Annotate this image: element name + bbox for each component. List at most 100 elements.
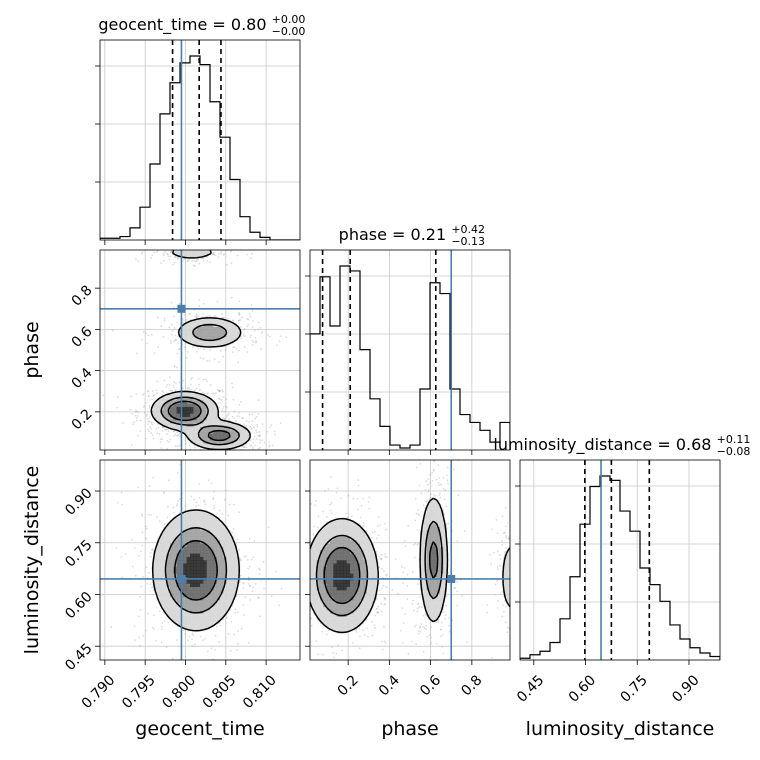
scatter-point (422, 650, 425, 653)
density-cell (183, 406, 187, 411)
scatter-point (184, 505, 187, 508)
scatter-point (176, 471, 179, 474)
density-cell (206, 533, 211, 537)
density-cell (223, 426, 227, 431)
density-cell (233, 430, 237, 434)
scatter-point (236, 452, 238, 454)
density-cell (173, 583, 177, 587)
scatter-point (414, 497, 417, 500)
density-cell (220, 613, 224, 617)
density-cell (176, 596, 181, 601)
scatter-point (506, 522, 509, 524)
scatter-point (501, 615, 504, 618)
scatter-point (375, 537, 378, 540)
density-cell (186, 573, 191, 577)
scatter-point (425, 614, 427, 617)
density-cell (160, 566, 164, 571)
scatter-point (225, 398, 227, 401)
scatter-point (329, 503, 332, 506)
scatter-point (183, 242, 185, 244)
density-cell (153, 580, 157, 584)
density-cell (183, 396, 187, 401)
density-cell (316, 550, 321, 554)
scatter-point (210, 247, 212, 249)
scatter-point (268, 610, 270, 612)
scatter-point (263, 441, 266, 444)
density-cell (323, 540, 327, 544)
density-cell (316, 540, 321, 544)
density-cell (163, 600, 167, 604)
scatter-point (255, 415, 258, 418)
density-cell (220, 333, 224, 337)
scatter-point (243, 446, 246, 449)
density-cell (193, 566, 197, 571)
density-cell (170, 583, 174, 587)
density-cell (213, 603, 217, 607)
density-cell (206, 596, 211, 601)
scatter-point (514, 539, 516, 541)
density-cell (176, 530, 181, 534)
scatter-point (335, 491, 338, 494)
density-cell (323, 560, 327, 564)
scatter-point (250, 427, 253, 430)
density-cell (153, 413, 157, 417)
density-cell (193, 580, 197, 584)
density-cell (213, 326, 217, 331)
density-cell (186, 253, 191, 257)
scatter-point (515, 566, 517, 568)
scatter-point (137, 615, 140, 618)
scatter-point (186, 247, 188, 249)
density-cell (206, 396, 211, 401)
scatter-point (120, 491, 123, 494)
scatter-point (219, 349, 222, 352)
density-cell (186, 626, 191, 631)
density-cell (166, 530, 171, 534)
density-cell (200, 330, 204, 334)
density-cell (203, 523, 207, 527)
density-cell (183, 603, 187, 607)
scatter-point (242, 423, 245, 425)
scatter-point (294, 549, 296, 551)
density-cell (190, 616, 194, 621)
scatter-point (521, 585, 523, 587)
scatter-point (202, 348, 205, 351)
density-cell (320, 566, 324, 571)
scatter-point (141, 394, 144, 396)
scatter-point (200, 677, 202, 679)
scatter-point (161, 393, 164, 396)
scatter-point (438, 477, 441, 479)
density-cell (193, 593, 197, 597)
density-cell (316, 596, 321, 601)
scatter-point (156, 251, 158, 253)
scatter-point (306, 659, 308, 661)
density-cell (210, 546, 214, 551)
density-cell (326, 530, 331, 534)
density-cell (330, 590, 334, 594)
density-cell (220, 586, 224, 591)
density-cell (333, 540, 337, 544)
scatter-point (330, 512, 333, 515)
density-cell (166, 610, 171, 614)
scatter-point (184, 248, 186, 250)
scatter-point (270, 595, 273, 598)
scatter-point (218, 641, 221, 643)
scatter-point (160, 641, 163, 644)
density-cell (213, 430, 217, 434)
density-cell (193, 320, 197, 324)
scatter-point (204, 247, 206, 249)
density-cell (170, 556, 174, 561)
scatter-point (169, 376, 171, 379)
density-cell (196, 626, 201, 631)
scatter-point (331, 646, 334, 649)
histogram-area (520, 460, 720, 660)
scatter-point (233, 410, 236, 412)
scatter-point (416, 607, 419, 610)
density-cell (190, 403, 194, 407)
scatter-point (306, 564, 308, 566)
density-cell (166, 546, 171, 551)
scatter-point (195, 316, 198, 319)
scatter-point (259, 439, 262, 441)
scatter-point (206, 392, 209, 395)
scatter-point (446, 479, 449, 482)
density-cell (206, 560, 211, 564)
